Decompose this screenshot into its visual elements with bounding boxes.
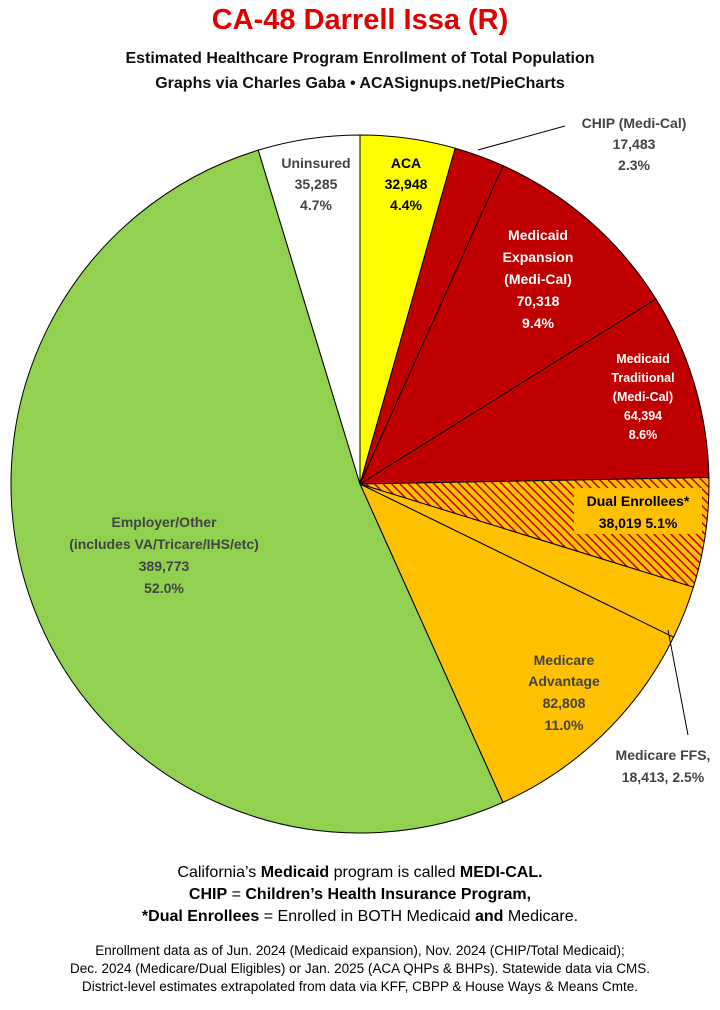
- traditional-label-line3: (Medi-Cal): [613, 390, 673, 404]
- source-line-2: Dec. 2024 (Medicare/Dual Eligibles) or J…: [70, 961, 650, 976]
- source-line-3: District-level estimates extrapolated fr…: [82, 979, 638, 994]
- uninsured-label-percent: 4.7%: [300, 197, 332, 213]
- uninsured-label-name: Uninsured: [281, 155, 350, 171]
- traditional-label-line1: Medicaid: [616, 352, 670, 366]
- svg-text:Dual Enrollees*38,019 5.1%: Dual Enrollees* 38,019 5.1%: [587, 493, 690, 531]
- pie-slice-medicaid-expansion-medi-cal: [358, 165, 657, 486]
- advantage-label-percent: 11.0%: [545, 717, 584, 733]
- advantage-label-line2: Advantage: [528, 673, 600, 689]
- pie-slice-uninsured: [257, 134, 361, 485]
- traditional-label-line2: Traditional: [611, 371, 674, 385]
- advantage-label-value: 82,808: [543, 695, 586, 711]
- dual-label-box: [574, 488, 702, 534]
- chip-label-value: 17,483: [613, 136, 656, 152]
- svg-text:Medicare FFS,18,413, 2.5%: Medicare FFS, 18,413, 2.5%: [616, 747, 711, 785]
- uninsured-label-value: 35,285: [295, 176, 338, 192]
- advantage-label-line1: Medicare: [534, 652, 595, 668]
- employer-label-line2: (includes VA/Tricare/IHS/etc): [69, 536, 259, 552]
- employer-label-line1: Employer/Other: [111, 514, 217, 530]
- page-title: CA-48 Darrell Issa (R): [211, 4, 509, 36]
- chip-leader-line: [477, 125, 566, 151]
- traditional-label-value: 64,394: [624, 409, 662, 423]
- note-line-1: California’s Medicaid program is called …: [177, 864, 543, 881]
- svg-text:Employer/Other(includes VA/Tri: Employer/Other (includes VA/Tricare/IHS/e…: [69, 514, 259, 596]
- expansion-label-value: 70,318: [517, 293, 560, 309]
- ffs-label-value: 18,413, 2.5%: [622, 769, 705, 785]
- employer-label-value: 389,773: [139, 558, 190, 574]
- pie-slice-medicare-advantage: [358, 482, 675, 804]
- aca-label-name: ACA: [391, 155, 421, 171]
- expansion-label-line2: Expansion: [503, 249, 574, 265]
- expansion-label-line1: Medicaid: [508, 227, 568, 243]
- dual-label-value: 38,019 5.1%: [599, 515, 678, 531]
- chip-label-percent: 2.3%: [618, 157, 650, 173]
- expansion-label-line3: (Medi-Cal): [504, 271, 572, 287]
- note-line-3: *Dual Enrollees = Enrolled in BOTH Medic…: [141, 908, 579, 925]
- traditional-label-percent: 8.6%: [629, 428, 658, 442]
- chip-label-name: CHIP (Medi-Cal): [582, 115, 687, 131]
- pie-slice-medicaid-traditional-medi-cal: [358, 298, 710, 485]
- aca-label-percent: 4.4%: [390, 197, 422, 213]
- pie-slice-employer-other-includes-va-tricare-ihs-etc: [10, 149, 504, 834]
- ffs-leader-line: [667, 629, 689, 736]
- ffs-label-name: Medicare FFS,: [616, 747, 711, 763]
- dual-label-name: Dual Enrollees*: [587, 493, 690, 509]
- employer-label-percent: 52.0%: [144, 580, 184, 596]
- chart-credit: Graphs via Charles Gaba • ACASignups.net…: [155, 75, 565, 92]
- expansion-label-percent: 9.4%: [522, 315, 554, 331]
- chart-subtitle: Estimated Healthcare Program Enrollment …: [125, 50, 595, 67]
- note-line-2: CHIP = Children’s Health Insurance Progr…: [188, 886, 532, 903]
- source-line-1: Enrollment data as of Jun. 2024 (Medicai…: [95, 943, 625, 958]
- aca-label-value: 32,948: [385, 176, 428, 192]
